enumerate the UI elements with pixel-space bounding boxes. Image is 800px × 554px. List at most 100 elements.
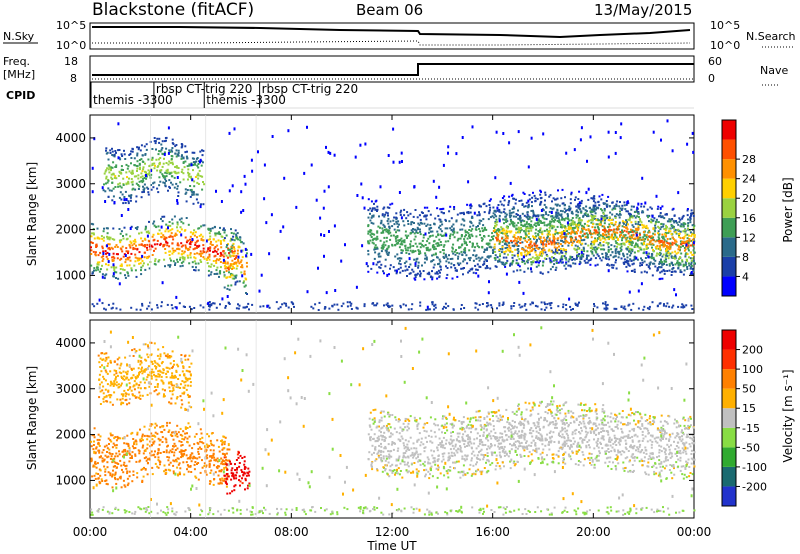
scatter-cell-0 [122, 479, 125, 482]
scatter-cell-4 [510, 220, 513, 223]
bottom-strip-cell [166, 303, 169, 306]
bottom-strip-cell [93, 305, 96, 308]
scatter-cell-0 [231, 263, 234, 266]
scatter-cell-3 [626, 256, 629, 259]
scatter-cell-0 [126, 434, 129, 437]
scatter-cell-0 [95, 269, 97, 272]
scatter-cell-3 [544, 191, 547, 194]
scatter-cell-3 [404, 269, 407, 272]
scatter-cell-3 [404, 245, 407, 247]
scatter-cell-3 [372, 215, 375, 218]
scatter-cell-2 [239, 239, 242, 242]
scatter-cell-3 [427, 237, 430, 240]
scatter-cell-3 [446, 227, 449, 230]
scatter-cell-3 [608, 236, 611, 239]
scatter-cell-0 [193, 252, 196, 255]
scatter-cell-1 [165, 169, 168, 172]
scatter-cell-3 [507, 226, 509, 228]
scatter-cell-3 [463, 238, 466, 241]
scatter-cell-0 [145, 231, 148, 233]
bottom-strip-cell [576, 304, 579, 307]
scatter-cell-4 [536, 244, 539, 247]
scatter-cell-0 [197, 448, 200, 450]
scatter-cell-0 [200, 225, 203, 228]
scatter-cell-2 [230, 274, 233, 277]
scatter-cell-4 [510, 239, 512, 242]
scatter-cell-3 [527, 230, 530, 233]
bottom-strip-cell [104, 308, 107, 311]
scatter-cell-0 [146, 243, 149, 246]
scatter-cell-3 [618, 221, 621, 224]
scatter-cell-4 [601, 219, 604, 222]
scatter-cell-3 [470, 233, 473, 236]
scatter-cell-3 [445, 265, 447, 268]
scatter-cell-0 [122, 268, 124, 271]
isolated-cell [101, 186, 104, 190]
scatter-cell-4 [570, 231, 573, 234]
scatter-cell-3 [424, 252, 427, 255]
scatter-cell-3 [524, 205, 527, 208]
scatter-cell-1 [141, 175, 144, 178]
scatter-cell-4 [564, 257, 567, 260]
scatter-cell-3 [392, 266, 395, 269]
scatter-cell-0 [168, 456, 171, 459]
scatter-cell-3 [618, 216, 621, 219]
scatter-cell-1 [137, 148, 140, 151]
scatter-cell-3 [519, 230, 522, 232]
scatter-cell-0 [110, 266, 113, 269]
scatter-cell-4 [504, 250, 507, 253]
scatter-cell-0 [132, 247, 135, 249]
scatter-cell-4 [650, 218, 653, 221]
ytick-label: 3000 [55, 177, 86, 191]
scatter-cell-4 [577, 224, 580, 227]
scatter-cell-3 [369, 234, 372, 237]
scatter-cell-1 [203, 183, 206, 186]
scatter-cell-3 [686, 237, 689, 240]
scatter-cell-4 [629, 228, 632, 231]
scatter-cell-3 [383, 206, 386, 209]
scatter-cell-4 [665, 248, 668, 251]
scatter-cell-4 [626, 253, 629, 256]
scatter-cell-3 [414, 274, 417, 276]
scatter-cell-4 [527, 232, 530, 235]
scatter-cell-3 [652, 232, 655, 235]
scatter-cell-4 [556, 214, 558, 217]
scatter-cell-3 [596, 253, 599, 256]
scatter-cell-0 [106, 466, 109, 469]
scatter-cell-0 [159, 242, 162, 245]
scatter-cell-2 [237, 238, 240, 241]
scatter-cell-4 [507, 253, 509, 256]
scatter-cell-1 [138, 180, 141, 183]
scatter-cell-1 [127, 200, 130, 203]
scatter-cell-3 [615, 259, 617, 262]
scatter-cell-3 [534, 249, 537, 252]
scatter-cell-4 [595, 229, 598, 232]
scatter-cell-1 [192, 161, 195, 164]
scatter-cell-3 [658, 278, 661, 281]
scatter-cell-3 [412, 215, 415, 218]
scatter-cell-0 [172, 445, 174, 448]
isolated-cell [215, 189, 217, 193]
scatter-cell-3 [452, 229, 455, 232]
scatter-cell-1 [143, 177, 146, 179]
scatter-cell-0 [185, 461, 188, 464]
scatter-cell-4 [638, 218, 641, 221]
scatter-cell-4 [663, 217, 666, 220]
isolated-cell [319, 216, 322, 220]
scatter-cell-0 [96, 266, 99, 269]
scatter-cell-3 [487, 234, 490, 237]
bottom-strip-cell [182, 305, 185, 308]
scatter-cell-0 [208, 232, 211, 235]
scatter-cell-4 [546, 240, 549, 243]
scatter-cell-1 [130, 162, 132, 165]
power-panel-frame [89, 114, 695, 314]
scatter-cell-3 [649, 206, 652, 209]
scatter-cell-3 [637, 245, 639, 248]
scatter-cell-3 [589, 259, 592, 261]
scatter-cell-4 [658, 241, 661, 244]
scatter-cell-4 [509, 216, 512, 219]
scatter-cell-3 [502, 256, 505, 259]
isolated-cell [361, 196, 364, 200]
scatter-cell-3 [491, 249, 494, 252]
scatter-cell-3 [512, 206, 515, 209]
